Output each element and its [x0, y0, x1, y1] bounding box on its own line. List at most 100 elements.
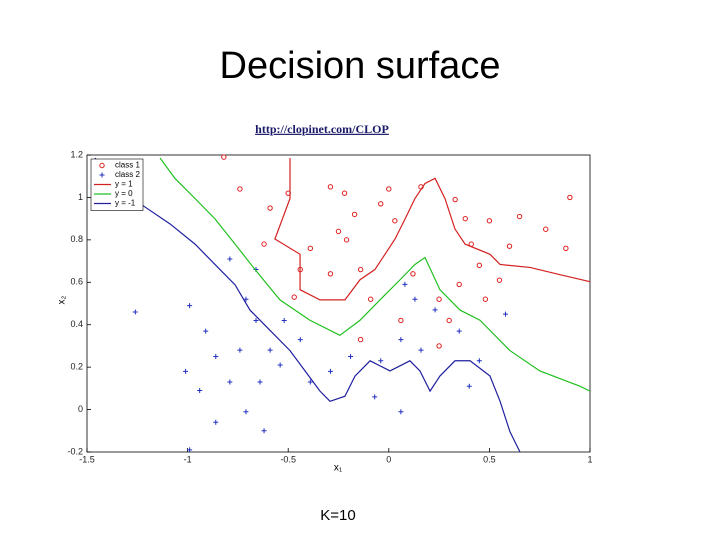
- point: [432, 307, 438, 313]
- point: [187, 303, 193, 309]
- point: [187, 447, 193, 453]
- point: [203, 328, 209, 334]
- point: [227, 256, 233, 262]
- point: [213, 419, 219, 425]
- point: [412, 296, 418, 302]
- point: [237, 186, 243, 192]
- contour-line: [159, 157, 591, 392]
- point: [543, 226, 549, 232]
- x-tick-label: -1: [184, 454, 192, 464]
- legend-label: class 1: [115, 161, 140, 170]
- legend-label: y = -1: [115, 199, 136, 208]
- point: [341, 190, 348, 196]
- point: [348, 354, 354, 360]
- legend-swatch: [99, 172, 105, 178]
- slide-title: Decision surface: [220, 45, 501, 87]
- point: [261, 241, 267, 247]
- y-tick-label: 0.2: [70, 362, 83, 372]
- point: [261, 428, 267, 434]
- contour-line: [274, 157, 591, 301]
- point: [267, 205, 273, 211]
- point: [213, 354, 219, 360]
- link[interactable]: http://clopinet.com/CLOP: [255, 122, 389, 136]
- point: [343, 237, 350, 243]
- point: [516, 213, 523, 220]
- plot: -1.5 -1 -0.5 0 0.5 1 -0.2 0 0.2 0.4 0.6 0.8 1 1.2: [67, 149, 592, 464]
- point: [418, 347, 424, 353]
- point: [402, 281, 408, 287]
- point: [466, 383, 472, 389]
- point: [267, 347, 273, 353]
- point: [372, 394, 378, 400]
- point: [351, 211, 358, 218]
- point: [482, 296, 489, 302]
- contour-line: [94, 157, 521, 453]
- plot-frame: [86, 154, 591, 453]
- y-axis-label: x₂: [57, 295, 68, 304]
- x-axis-label: x₁: [334, 463, 343, 474]
- point: [386, 186, 392, 192]
- point: [237, 347, 243, 353]
- point: [327, 368, 333, 374]
- point: [197, 387, 203, 393]
- point: [436, 296, 442, 302]
- point: [496, 277, 503, 283]
- point: [357, 336, 364, 343]
- x-tick-label: 1: [587, 454, 592, 464]
- point: [378, 358, 384, 364]
- point: [257, 379, 263, 385]
- y-tick-label: 0.6: [70, 277, 83, 287]
- point: [327, 184, 334, 190]
- point: [183, 368, 189, 374]
- y-tick-label: 0: [78, 404, 83, 414]
- legend-label: class 2: [115, 170, 140, 179]
- point: [281, 317, 287, 323]
- point: [398, 317, 404, 324]
- point: [335, 228, 342, 235]
- point: [221, 154, 227, 160]
- legend-label: y = 1: [115, 180, 133, 189]
- point: [398, 337, 404, 343]
- legend-label: y = 0: [115, 189, 133, 198]
- point: [563, 245, 569, 252]
- point: [392, 218, 398, 224]
- legend-swatch: [99, 162, 105, 169]
- point: [452, 196, 458, 203]
- point: [327, 271, 334, 277]
- point: [456, 281, 462, 288]
- point: [291, 294, 297, 300]
- x-tick-label: 0: [386, 454, 391, 464]
- point: [367, 296, 374, 302]
- point: [253, 317, 259, 323]
- point: [378, 201, 384, 207]
- point: [398, 409, 404, 415]
- point: [462, 215, 468, 222]
- y-tick-label: 0.8: [70, 234, 83, 244]
- y-tick-label: 0.4: [70, 319, 83, 329]
- point: [410, 271, 416, 277]
- point: [436, 343, 442, 349]
- point: [476, 358, 482, 364]
- point: [502, 311, 508, 317]
- point: [307, 245, 314, 252]
- point: [567, 194, 573, 201]
- point: [486, 218, 493, 224]
- point: [446, 317, 452, 324]
- point: [297, 337, 303, 343]
- y-tick-label: 1: [78, 192, 83, 202]
- point: [132, 309, 138, 315]
- point: [307, 379, 313, 385]
- point: [456, 328, 462, 334]
- x-tick-label: -0.5: [280, 454, 296, 464]
- point: [227, 379, 233, 385]
- point: [476, 262, 483, 269]
- caption: K=10: [320, 507, 355, 524]
- point: [357, 266, 364, 273]
- point: [506, 243, 513, 249]
- y-tick-label: -0.2: [67, 446, 83, 456]
- point: [277, 362, 283, 368]
- x-tick-label: -1.5: [79, 454, 95, 464]
- x-tick-label: 0.5: [483, 454, 496, 464]
